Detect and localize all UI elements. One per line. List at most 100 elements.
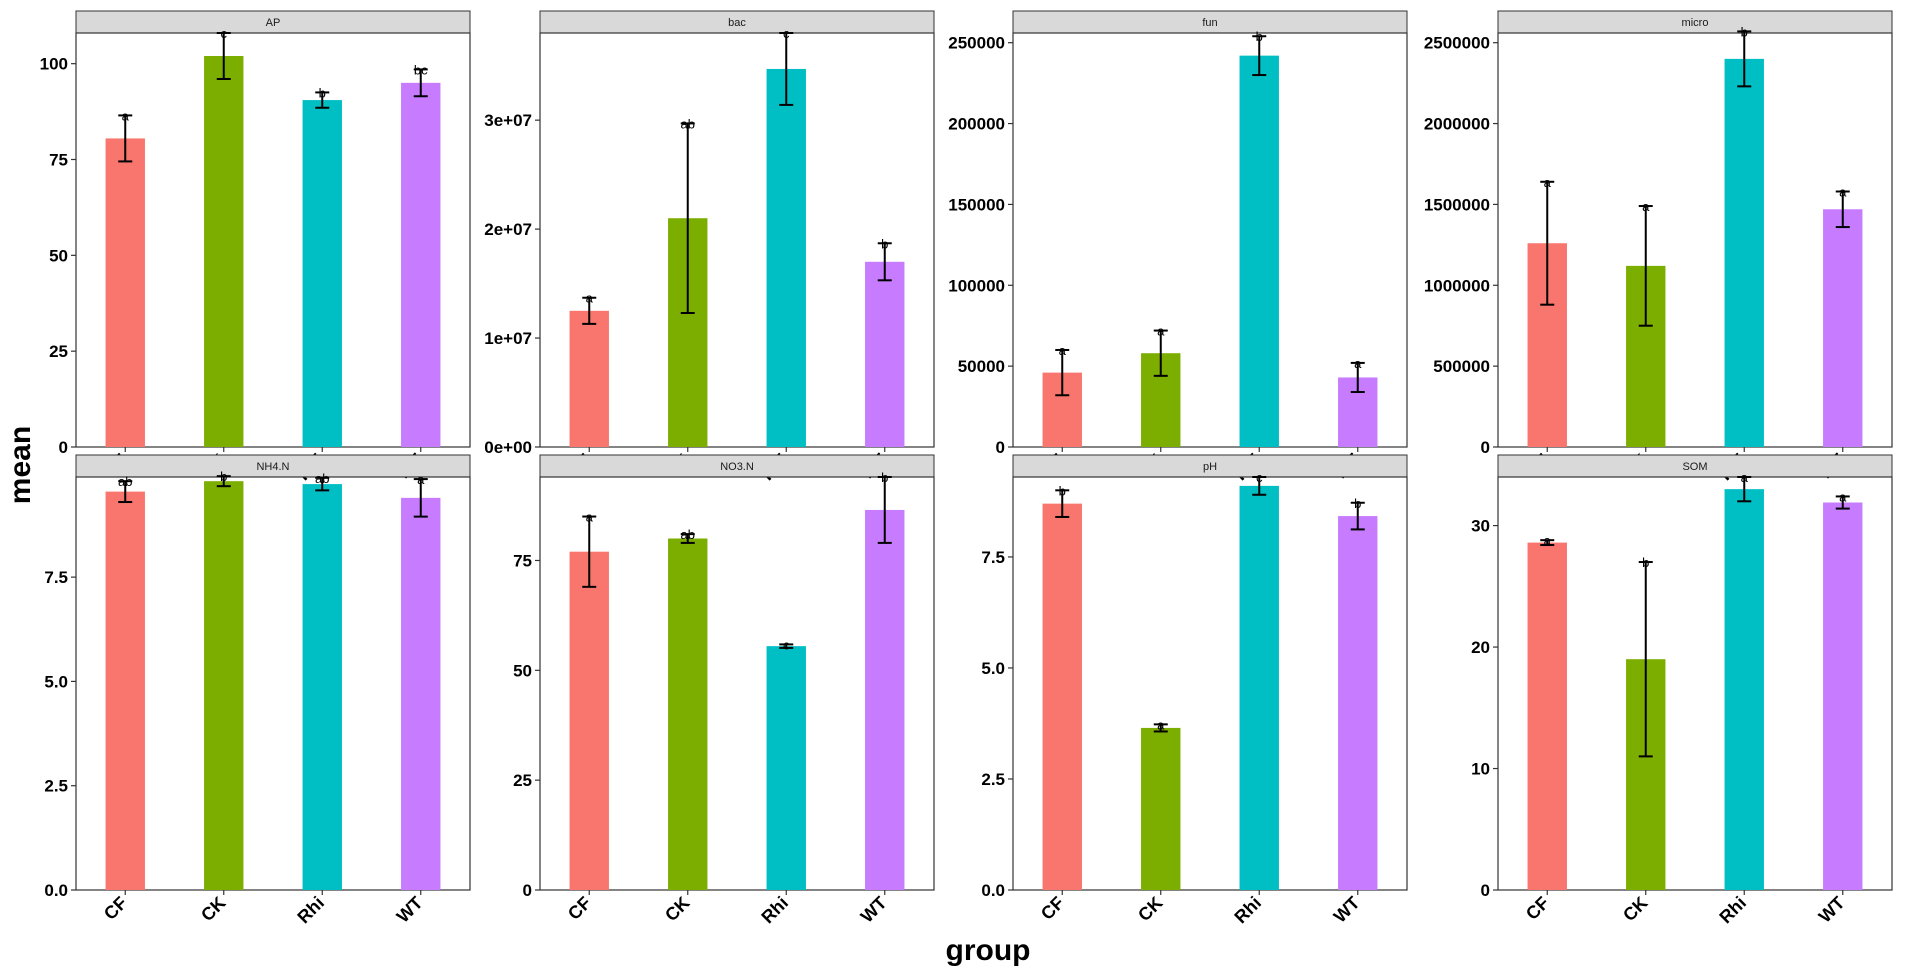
- panel-title: micro: [1682, 17, 1709, 29]
- x-tick-label: CK: [1134, 893, 1167, 926]
- significance-letter: ab: [681, 527, 695, 542]
- significance-letter: a: [1839, 489, 1847, 504]
- bar-no3-n-cf: [569, 551, 609, 890]
- y-tick-label: 3e+07: [484, 111, 532, 130]
- error-bar: [216, 32, 231, 80]
- error-bar: [877, 242, 892, 282]
- y-tick-label: 7.5: [981, 548, 1005, 567]
- error-bar: [1540, 539, 1555, 547]
- bar-nh4-n-wt: [401, 497, 441, 890]
- panel-border: [75, 476, 471, 891]
- x-tick-label: Rhi: [757, 893, 792, 928]
- significance-letter: a: [417, 472, 425, 487]
- panel-title: fun: [1202, 17, 1217, 29]
- y-tick-label: 5.0: [44, 672, 68, 691]
- bar-som-cf: [1527, 542, 1567, 890]
- significance-letter: a: [1544, 533, 1552, 548]
- error-bar: [1055, 489, 1070, 518]
- y-tick-label: 200000: [948, 115, 1005, 134]
- y-tick-label: 75: [513, 551, 532, 570]
- significance-letter: a: [586, 291, 594, 306]
- bar-no3-n-rhi: [766, 646, 806, 890]
- x-tick-label: WT: [857, 893, 891, 927]
- panel-border: [1497, 32, 1893, 448]
- bar-bac-cf: [569, 310, 609, 447]
- error-bar: [582, 296, 597, 325]
- significance-letter: a: [1157, 717, 1165, 732]
- y-tick-label: 25: [513, 771, 532, 790]
- bar-bac-wt: [865, 261, 905, 447]
- y-tick-label: 25: [49, 342, 68, 361]
- error-bar: [1055, 348, 1070, 397]
- panel-nh4-n: NH4.N 0.0 2.5 5.0 7.5 ab CF b CK ab Rhi a WT: [44, 454, 471, 927]
- bar-micro-rhi: [1724, 58, 1764, 447]
- y-tick-label: 0: [996, 438, 1005, 457]
- significance-letter: a: [1839, 184, 1847, 199]
- significance-letter: b: [1642, 555, 1649, 570]
- y-tick-label: 2e+07: [484, 220, 532, 239]
- bar-no3-n-ck: [668, 538, 708, 890]
- error-bar: [315, 91, 330, 109]
- significance-letter: b: [1741, 24, 1748, 39]
- panel-title: AP: [266, 17, 281, 29]
- significance-letter: ab: [315, 471, 329, 486]
- error-bar: [1252, 35, 1267, 77]
- y-tick-label: 50000: [958, 357, 1005, 376]
- error-bar: [1153, 329, 1168, 377]
- y-tick-label: 7.5: [44, 568, 68, 587]
- y-axis-title: mean: [4, 426, 37, 504]
- panel-border: [1497, 476, 1893, 891]
- y-tick-label: 2.5: [981, 770, 1005, 789]
- error-bar: [680, 533, 695, 544]
- x-tick-label: Rhi: [1230, 893, 1265, 928]
- significance-letter: b: [1354, 496, 1361, 511]
- x-tick-label: CF: [100, 893, 131, 924]
- x-tick-label: WT: [1330, 893, 1364, 927]
- y-tick-label: 250000: [948, 34, 1005, 53]
- x-tick-label: CK: [197, 893, 230, 926]
- bar-no3-n-wt: [865, 509, 905, 890]
- x-tick-label: CF: [1522, 893, 1553, 924]
- panel-ap: AP0255075100aCFcCKbRhibcWT: [40, 10, 471, 484]
- y-tick-label: 100000: [948, 276, 1005, 295]
- y-tick-label: 0: [523, 881, 532, 900]
- y-tick-label: 0: [59, 438, 68, 457]
- y-tick-label: 1000000: [1424, 276, 1490, 295]
- panel-border: [539, 32, 935, 448]
- panel-som: SOM 0 10 20 30 a CF b CK a Rhi a WT: [1471, 454, 1893, 927]
- y-tick-label: 1e+07: [484, 329, 532, 348]
- error-bar: [779, 32, 794, 106]
- error-bar: [1252, 476, 1267, 496]
- error-bar: [1835, 190, 1850, 229]
- panel-title: NO3.N: [720, 461, 754, 473]
- significance-letter: a: [586, 510, 594, 525]
- panel-border: [539, 476, 935, 891]
- y-tick-label: 10: [1471, 760, 1490, 779]
- significance-letter: bc: [414, 62, 428, 77]
- bar-ap-ck: [204, 56, 244, 447]
- error-bar: [1638, 561, 1653, 758]
- bar-ph-rhi: [1239, 485, 1279, 890]
- error-bar: [582, 515, 597, 588]
- bar-fun-rhi: [1239, 55, 1279, 447]
- error-bar: [1350, 501, 1365, 531]
- significance-letter: b: [1256, 29, 1263, 44]
- panel-micro: micro 0 500000 1000000 1500000 2000000 2500000…: [1424, 10, 1893, 484]
- error-bar: [877, 476, 892, 544]
- error-bar: [680, 122, 695, 314]
- bar-som-wt: [1823, 502, 1863, 890]
- significance-letter: b: [220, 469, 227, 484]
- error-bar: [118, 114, 133, 163]
- significance-letter: a: [122, 108, 130, 123]
- y-tick-label: 20: [1471, 638, 1490, 657]
- significance-letter: a: [1642, 199, 1650, 214]
- y-tick-label: 100: [40, 55, 68, 74]
- y-tick-label: 150000: [948, 195, 1005, 214]
- error-bar: [1737, 476, 1752, 503]
- y-tick-label: 50: [513, 661, 532, 680]
- x-tick-label: CF: [1037, 893, 1068, 924]
- significance-letter: c: [1256, 470, 1263, 485]
